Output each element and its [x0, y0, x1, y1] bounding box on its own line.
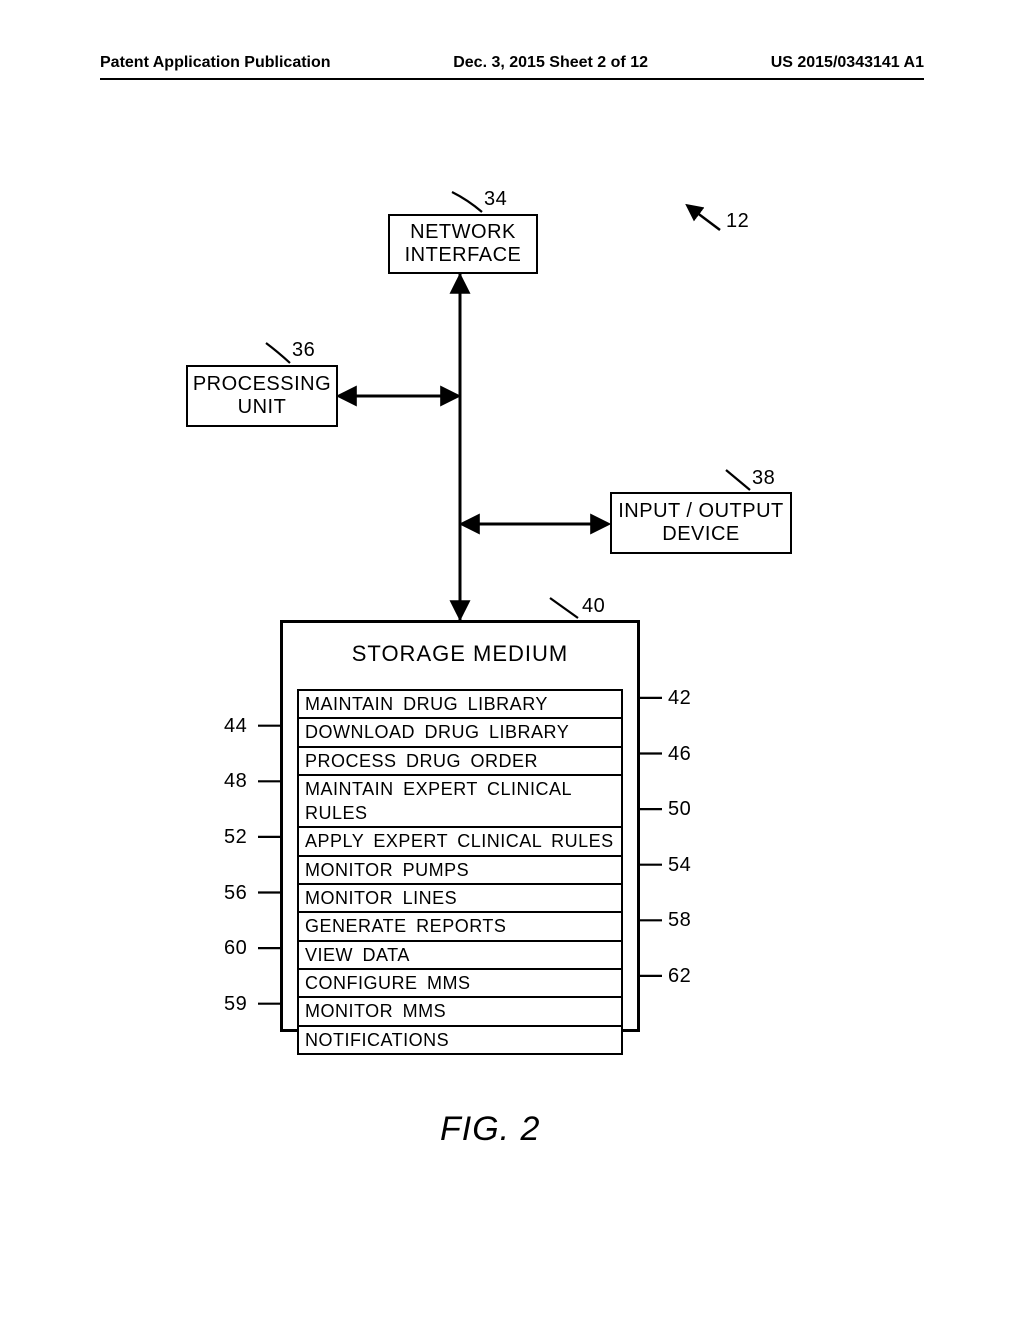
header-center: Dec. 3, 2015 Sheet 2 of 12: [453, 54, 648, 72]
storage-row: MONITOR LINES: [297, 883, 623, 913]
node-line: INPUT / OUTPUT: [618, 500, 784, 523]
figure-diagram: NETWORK INTERFACE 34 PROCESSING UNIT 36 …: [180, 190, 880, 1070]
page-header: Patent Application Publication Dec. 3, 2…: [0, 54, 1024, 72]
ref-36: 36: [292, 339, 315, 362]
figure-label: FIG. 2: [440, 1110, 540, 1149]
ref-50: 50: [668, 798, 691, 821]
ref-52: 52: [224, 826, 247, 849]
storage-row: MONITOR MMS: [297, 996, 623, 1026]
header-left: Patent Application Publication: [100, 54, 331, 72]
node-storage-medium: STORAGE MEDIUM MAINTAIN DRUG LIBRARYDOWN…: [280, 620, 640, 1032]
node-line: UNIT: [238, 396, 287, 419]
node-processing-unit: PROCESSING UNIT: [186, 365, 338, 427]
storage-row: MONITOR PUMPS: [297, 855, 623, 885]
node-line: INTERFACE: [405, 244, 522, 267]
storage-row: MAINTAIN DRUG LIBRARY: [297, 689, 623, 719]
node-io-device: INPUT / OUTPUT DEVICE: [610, 492, 792, 554]
ref-60: 60: [224, 937, 247, 960]
ref-58: 58: [668, 909, 691, 932]
node-line: PROCESSING: [193, 373, 331, 396]
ref-34: 34: [484, 188, 507, 211]
node-network-interface: NETWORK INTERFACE: [388, 214, 538, 274]
node-line: NETWORK: [410, 221, 516, 244]
storage-row: APPLY EXPERT CLINICAL RULES: [297, 826, 623, 856]
storage-row: GENERATE REPORTS: [297, 911, 623, 941]
storage-row: DOWNLOAD DRUG LIBRARY: [297, 717, 623, 747]
header-rule: [100, 78, 924, 80]
ref-44: 44: [224, 715, 247, 738]
storage-row: MAINTAIN EXPERT CLINICAL RULES: [297, 774, 623, 829]
header-right: US 2015/0343141 A1: [771, 54, 924, 72]
storage-row: CONFIGURE MMS: [297, 968, 623, 998]
node-line: DEVICE: [662, 523, 739, 546]
ref-46: 46: [668, 743, 691, 766]
ref-56: 56: [224, 882, 247, 905]
storage-row: NOTIFICATIONS: [297, 1025, 623, 1055]
ref-54: 54: [668, 854, 691, 877]
storage-list: MAINTAIN DRUG LIBRARYDOWNLOAD DRUG LIBRA…: [283, 689, 637, 1069]
ref-48: 48: [224, 770, 247, 793]
storage-title: STORAGE MEDIUM: [283, 641, 637, 667]
ref-38: 38: [752, 467, 775, 490]
ref-59: 59: [224, 993, 247, 1016]
ref-62: 62: [668, 965, 691, 988]
storage-row: PROCESS DRUG ORDER: [297, 746, 623, 776]
ref-40: 40: [582, 595, 605, 618]
storage-row: VIEW DATA: [297, 940, 623, 970]
ref-42: 42: [668, 687, 691, 710]
ref-12: 12: [726, 210, 749, 233]
